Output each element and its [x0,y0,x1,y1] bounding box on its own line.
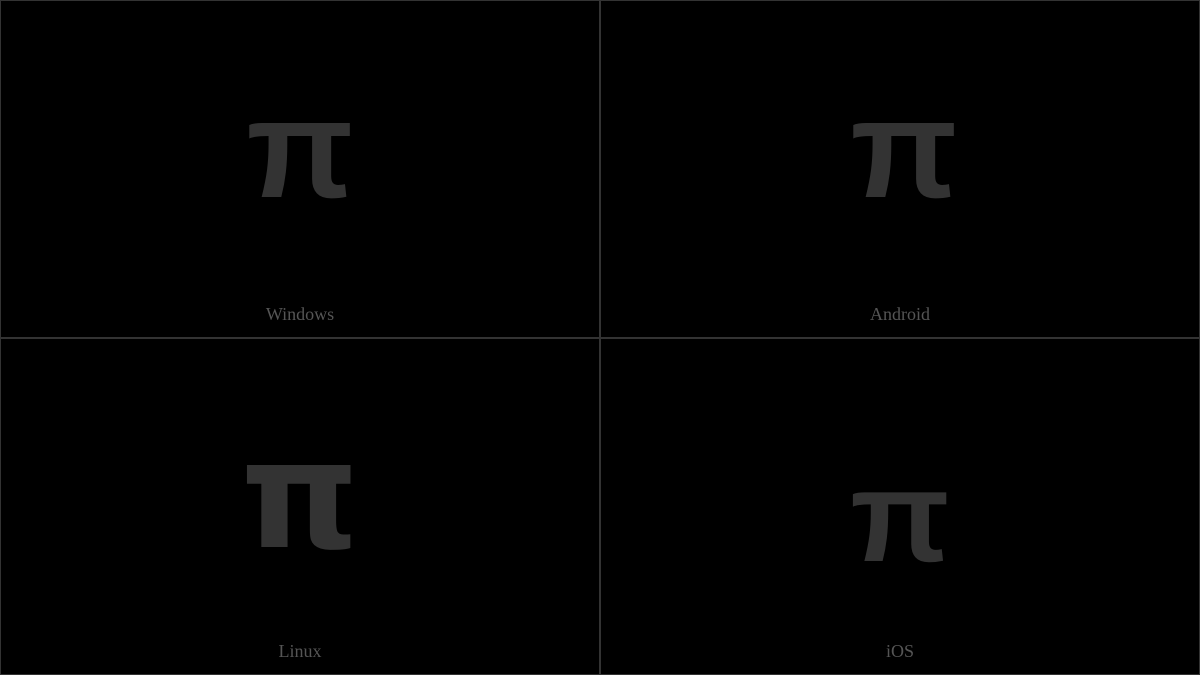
glyph-linux: π [241,421,360,571]
glyph-android: π [850,79,949,219]
cell-ios: π iOS [600,338,1200,675]
label-windows: Windows [266,304,334,325]
label-ios: iOS [886,641,914,662]
label-linux: Linux [279,641,322,662]
glyph-windows: π [246,79,353,219]
glyph-comparison-grid: π Windows π Android π Linux π iOS [0,0,1200,675]
cell-linux: π Linux [0,338,600,675]
cell-android: π Android [600,0,1200,338]
label-android: Android [870,304,930,325]
cell-windows: π Windows [0,0,600,338]
glyph-ios: π [850,451,950,581]
